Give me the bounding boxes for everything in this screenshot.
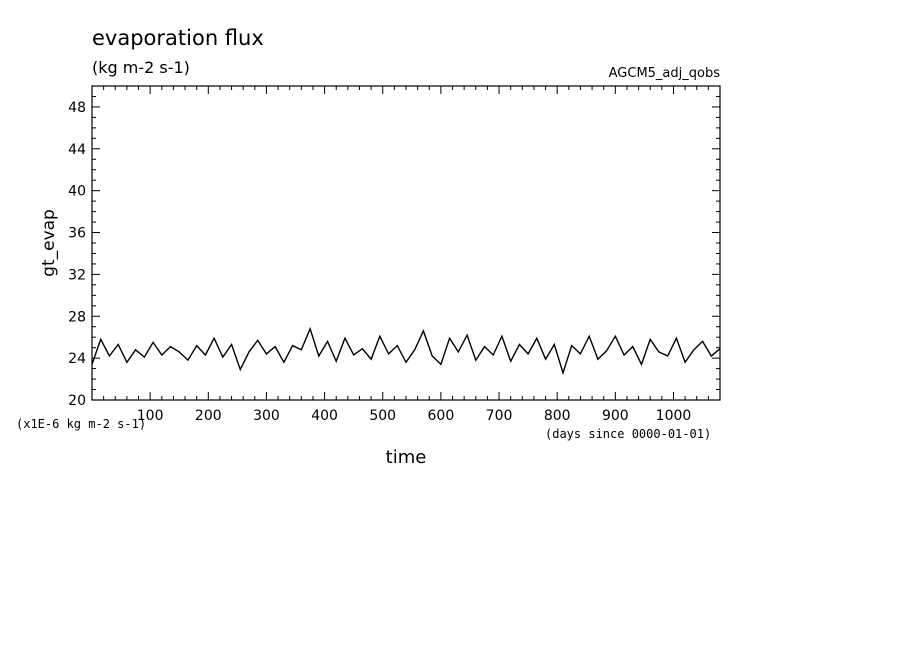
x-units-label: (days since 0000-01-01) bbox=[545, 427, 711, 441]
x-tick-label: 900 bbox=[602, 408, 629, 424]
x-tick-label: 400 bbox=[311, 408, 338, 424]
y-axis-label: gt_evap bbox=[39, 209, 59, 277]
y-tick-label: 20 bbox=[68, 393, 86, 409]
y-tick-label: 28 bbox=[68, 309, 86, 325]
x-tick-label: 800 bbox=[544, 408, 571, 424]
y-tick-label: 44 bbox=[68, 142, 86, 158]
y-tick-label: 32 bbox=[68, 267, 86, 283]
series-line bbox=[91, 326, 721, 376]
x-tick-label: 100 bbox=[137, 408, 164, 424]
y-tick-label: 40 bbox=[68, 184, 86, 200]
x-axis-ticks: 100 200 300 400 500 600 700 800 900 1000 bbox=[103, 86, 709, 424]
y-tick-label: 48 bbox=[68, 100, 86, 116]
y-tick-label: 24 bbox=[68, 351, 86, 367]
y-axis-ticks: 20 24 28 32 36 40 44 48 bbox=[68, 85, 720, 409]
chart-title: evaporation flux bbox=[92, 26, 264, 50]
chart-subtitle: (kg m-2 s-1) bbox=[92, 58, 190, 77]
x-tick-label: 500 bbox=[369, 408, 396, 424]
run-label: AGCM5_adj_qobs bbox=[609, 66, 721, 81]
y-units-label: (x1E-6 kg m-2 s-1) bbox=[16, 417, 146, 431]
x-tick-label: 300 bbox=[253, 408, 280, 424]
y-tick-label: 36 bbox=[68, 226, 86, 242]
x-tick-label: 1000 bbox=[656, 408, 692, 424]
x-tick-label: 700 bbox=[486, 408, 513, 424]
x-tick-label: 200 bbox=[195, 408, 222, 424]
x-axis-label: time bbox=[386, 447, 427, 468]
x-tick-label: 600 bbox=[428, 408, 455, 424]
